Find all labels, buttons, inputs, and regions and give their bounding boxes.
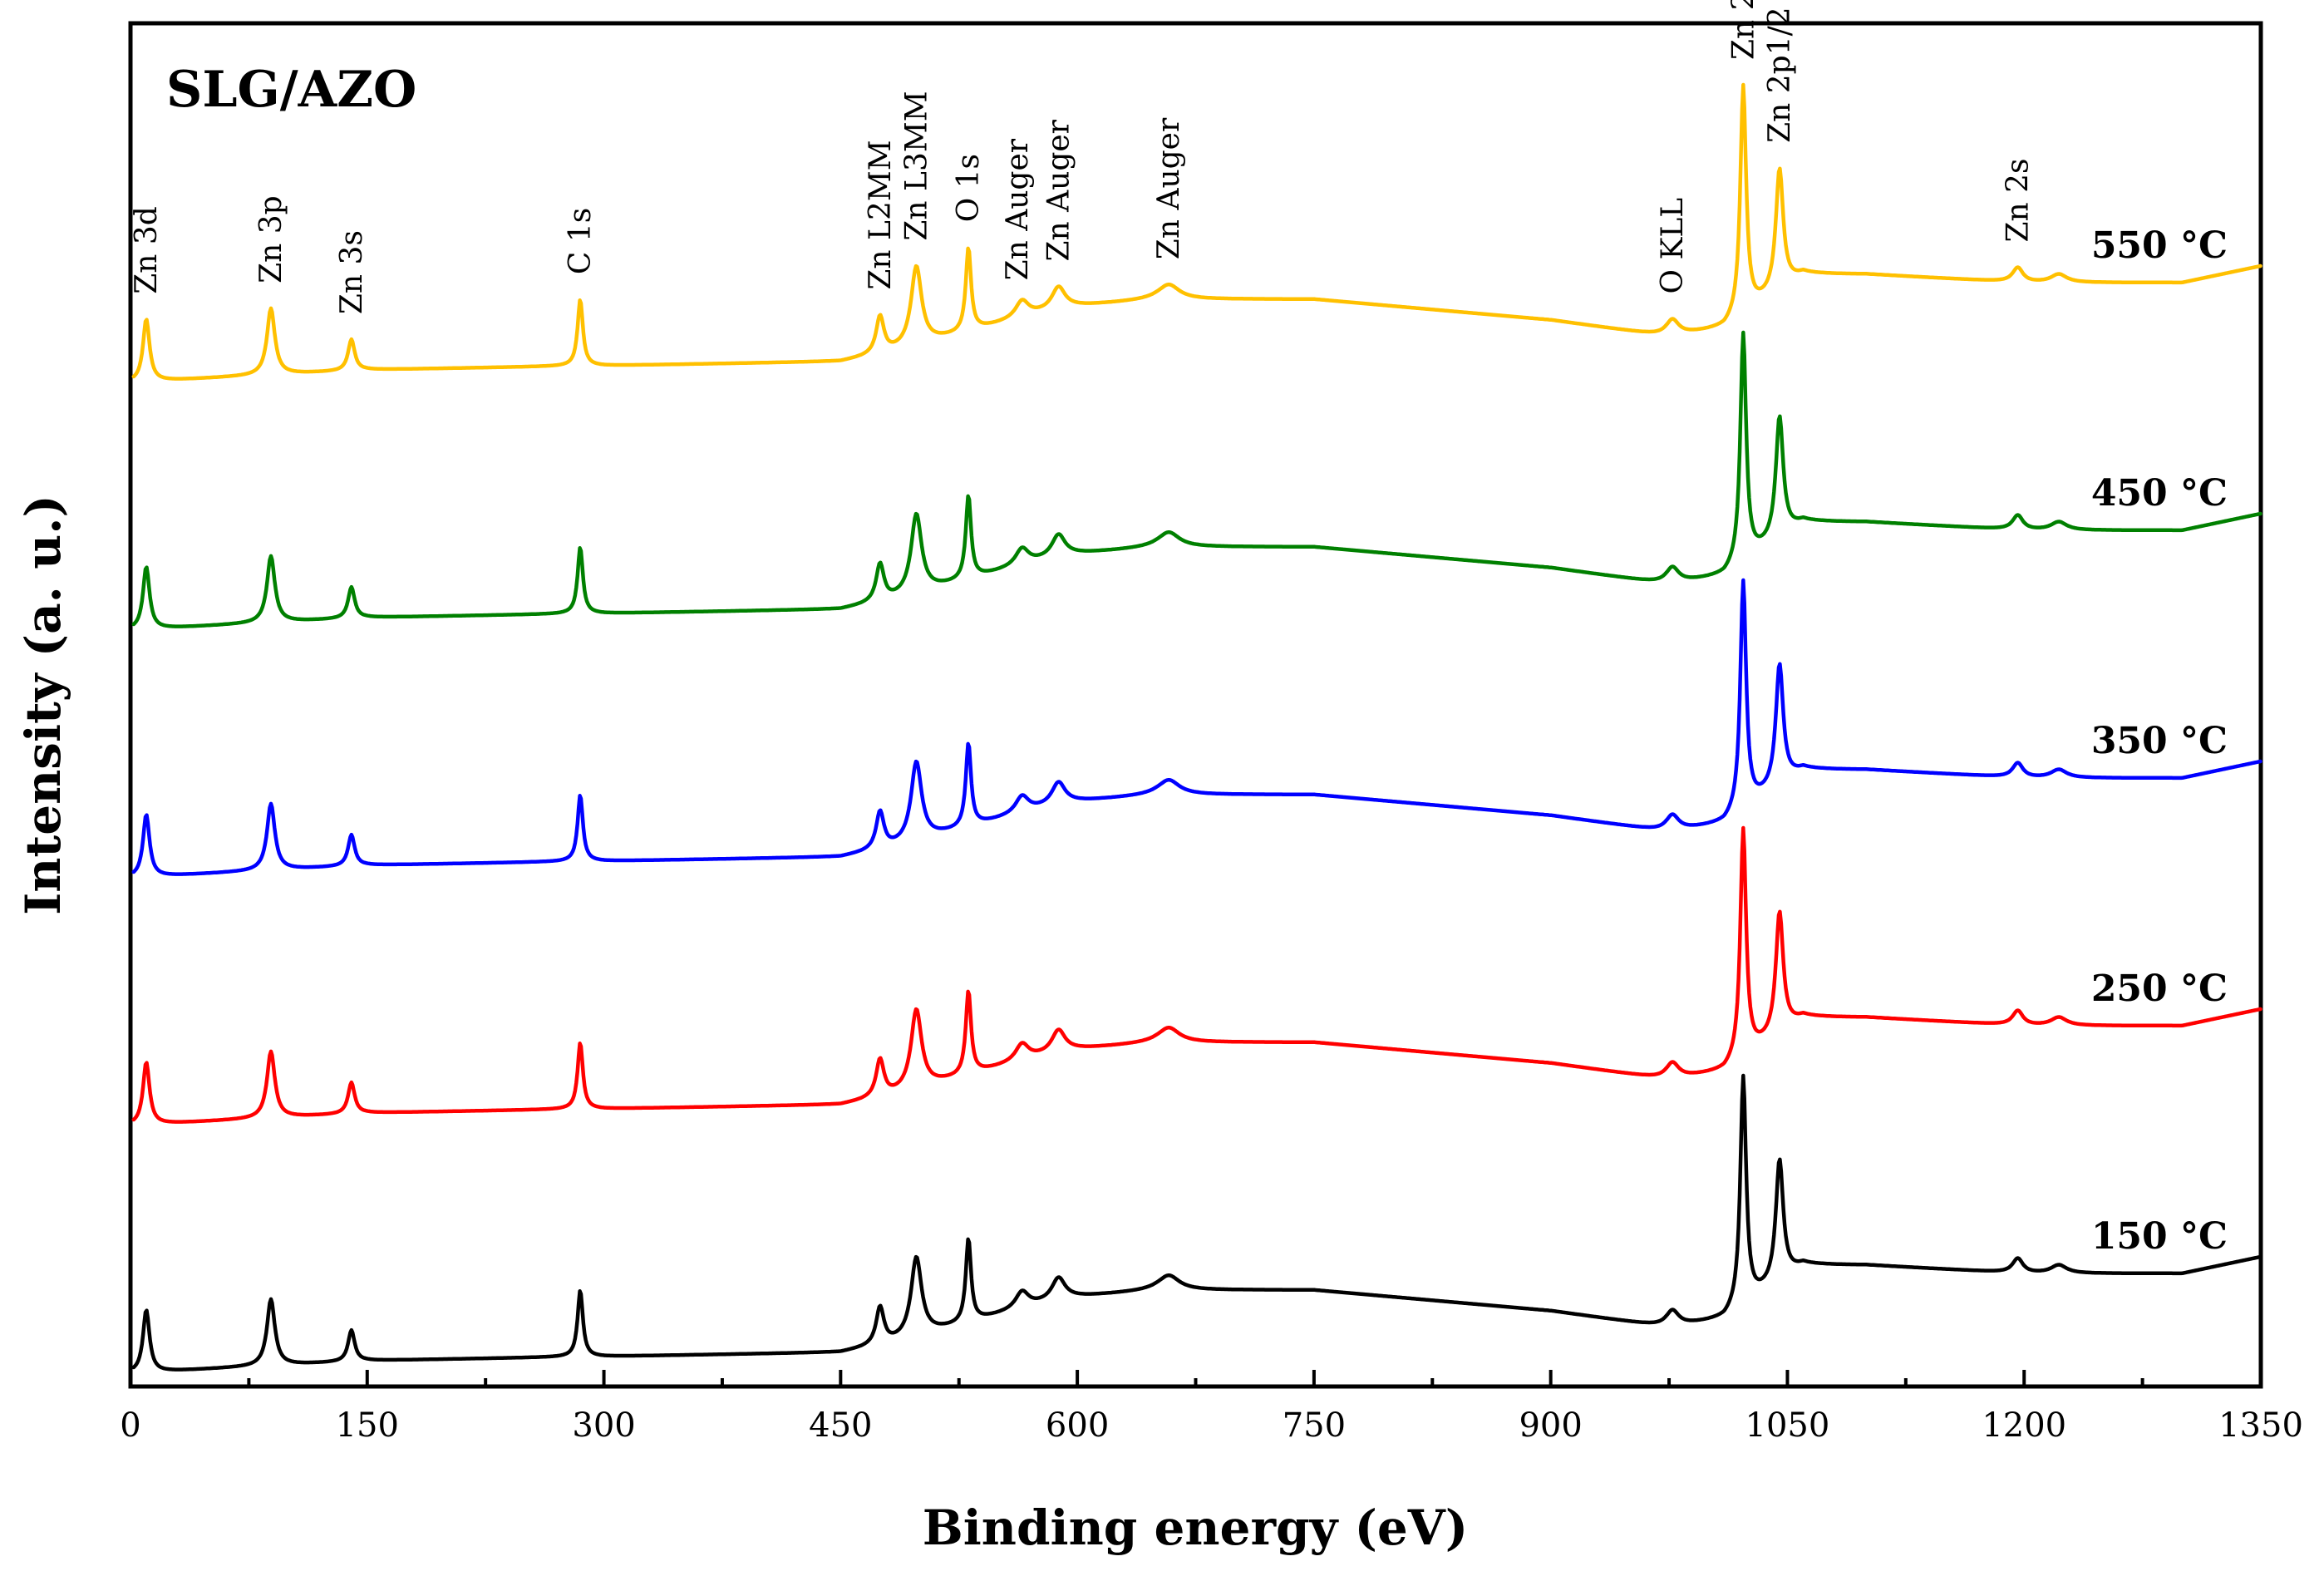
x-tick-label: 0: [120, 1406, 140, 1445]
x-tick-label: 1050: [1745, 1406, 1830, 1445]
plot-frame: [128, 21, 2263, 1389]
series-lines: [131, 82, 2262, 1372]
peak-label: C 1s: [564, 208, 598, 274]
series-line-250: [131, 825, 2262, 1124]
peak-label: Zn 3s: [335, 230, 369, 314]
peak-label: Zn 3d: [130, 206, 164, 294]
peak-label: Zn L2MM: [864, 140, 898, 289]
peak-label: Zn 2p1/2: [1763, 7, 1797, 143]
y-axis-title: Intensity (a. u.): [15, 495, 71, 915]
temperature-label: 150 °C: [2091, 1215, 2228, 1258]
x-tick-label: 450: [809, 1406, 872, 1445]
peak-label: Zn Auger: [1152, 117, 1186, 259]
temperature-label: 550 °C: [2091, 224, 2228, 267]
peak-label: O 1s: [952, 154, 986, 222]
peak-label: O KLL: [1656, 198, 1690, 294]
peak-labels: Zn 3d Zn 3p Zn 3s C 1s Zn L2MM Zn L3MM O 1s Zn …: [130, 0, 2036, 314]
x-tick-label: 1200: [1982, 1406, 2066, 1445]
x-tick-label: 1350: [2218, 1406, 2303, 1445]
temperature-label: 250 °C: [2091, 968, 2228, 1010]
peak-label: Zn L3MM: [900, 91, 934, 240]
peak-label: Zn 2p3/2: [1726, 0, 1760, 60]
temperature-label: 450 °C: [2091, 472, 2228, 515]
x-tick-label: 300: [572, 1406, 635, 1445]
chart-title: SLG/AZO: [166, 61, 416, 119]
peak-label: Zn 3p: [254, 195, 288, 283]
series-line-450: [131, 330, 2262, 628]
x-tick-label: 750: [1283, 1406, 1346, 1445]
x-tick-label: 900: [1519, 1406, 1582, 1445]
x-tick-label: 150: [336, 1406, 399, 1445]
peak-label: Zn Auger: [1041, 119, 1076, 261]
series-line-150: [131, 1073, 2262, 1372]
temperature-labels: 150 °C 250 °C 350 °C 450 °C 550 °C: [2091, 224, 2228, 1258]
peak-label: Zn Auger: [1001, 138, 1035, 280]
peak-label: Zn 2s: [2001, 158, 2036, 242]
x-axis-ticks: 0 150 300 450 600 750 900 1050 1200 1350: [120, 1370, 2303, 1445]
temperature-label: 350 °C: [2091, 720, 2228, 762]
x-tick-label: 600: [1046, 1406, 1109, 1445]
x-axis-title: Binding energy (eV): [923, 1500, 1469, 1556]
series-line-550: [131, 82, 2262, 381]
series-line-350: [131, 578, 2262, 876]
